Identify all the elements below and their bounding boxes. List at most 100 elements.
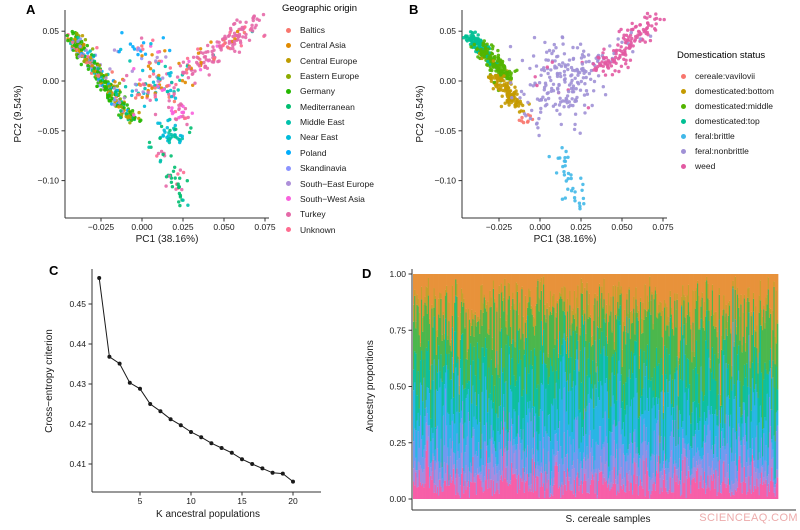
ancestry-bar-segment: [674, 460, 676, 467]
ancestry-bar-segment: [587, 274, 590, 305]
scatter-point: [567, 58, 572, 62]
ancestry-bar-segment: [755, 472, 757, 490]
ancestry-bar-segment: [422, 317, 424, 332]
ancestry-bar-segment: [768, 307, 771, 318]
ancestry-bar-segment: [598, 274, 601, 284]
ancestry-bar-segment: [708, 410, 710, 467]
ancestry-bar-segment: [480, 474, 482, 481]
scatter-point: [489, 79, 494, 84]
ancestry-bar-segment: [537, 384, 539, 451]
ancestry-bar-segment: [564, 457, 567, 473]
ancestry-bar-segment: [541, 384, 544, 411]
ancestry-bar-segment: [700, 299, 702, 307]
ancestry-bar-segment: [687, 274, 690, 285]
ancestry-bar-segment: [735, 478, 738, 492]
ancestry-bar-segment: [744, 351, 747, 378]
ancestry-bar-segment: [576, 475, 578, 478]
ancestry-bar-segment: [669, 436, 672, 458]
ancestry-bar-segment: [697, 283, 699, 374]
ancestry-bar-segment: [552, 405, 554, 450]
scatter-point: [499, 63, 503, 67]
scatter-point: [581, 66, 585, 71]
ancestry-bar-segment: [520, 475, 522, 478]
ancestry-bar-segment: [528, 485, 530, 492]
legend-item: feral:brittle: [681, 130, 735, 142]
ancestry-bar-segment: [626, 293, 628, 300]
ancestry-bar-segment: [686, 478, 689, 499]
ancestry-bar-segment: [666, 459, 668, 481]
cross-entropy-point: [127, 380, 132, 385]
ancestry-bar-segment: [750, 410, 753, 422]
scatter-point: [492, 80, 496, 85]
ancestry-bar-segment: [482, 347, 485, 363]
ancestry-bar-segment: [670, 431, 673, 451]
ancestry-bar-segment: [611, 470, 613, 487]
ancestry-bar-segment: [433, 288, 436, 308]
ancestry-bar-segment: [771, 459, 773, 468]
ancestry-bar-segment: [662, 479, 665, 499]
ancestry-bar-segment: [643, 319, 645, 352]
ancestry-bar-segment: [536, 449, 538, 466]
ancestry-bar-segment: [476, 316, 479, 322]
ancestry-bar-segment: [628, 318, 631, 370]
scatter-point: [108, 67, 112, 71]
ancestry-bar-segment: [630, 310, 633, 324]
ancestry-bar-segment: [690, 475, 692, 485]
scatter-point: [646, 21, 650, 25]
ancestry-bar-segment: [527, 445, 529, 474]
ancestry-bar-segment: [735, 465, 738, 479]
legend-item-label: domesticated:bottom: [695, 86, 774, 96]
scatter-point: [170, 106, 174, 110]
ancestry-bar-segment: [634, 274, 636, 313]
ancestry-bar-segment: [714, 444, 716, 479]
ancestry-bar-segment: [612, 354, 615, 396]
ancestry-bar-segment: [556, 274, 559, 301]
ancestry-bar-segment: [712, 378, 715, 455]
scatter-point: [198, 68, 203, 72]
ancestry-bar-segment: [655, 470, 658, 499]
ancestry-bar-segment: [438, 461, 440, 480]
ancestry-bar-segment: [632, 313, 634, 323]
ancestry-bar-segment: [719, 459, 722, 486]
ancestry-bar-segment: [562, 494, 564, 499]
ancestry-bar-segment: [446, 354, 448, 366]
ancestry-bar-segment: [589, 452, 592, 485]
ancestry-bar-segment: [414, 295, 416, 352]
scatter-point: [547, 48, 552, 53]
scatter-point: [578, 42, 583, 46]
ancestry-bar-segment: [596, 295, 599, 301]
ancestry-bar-segment: [676, 293, 678, 300]
ancestry-bar-segment: [638, 368, 641, 417]
ancestry-bar-segment: [775, 469, 778, 484]
scatter-point: [546, 91, 550, 95]
ancestry-bar-segment: [603, 299, 605, 319]
ancestry-bar-segment: [618, 360, 620, 422]
ancestry-bar-segment: [420, 485, 423, 499]
ancestry-bar-segment: [579, 335, 582, 351]
ancestry-bar-segment: [668, 489, 670, 499]
ancestry-bar-segment: [686, 358, 689, 401]
scatter-point: [491, 87, 495, 91]
ancestry-bar-segment: [673, 335, 675, 408]
ancestry-bar-segment: [515, 449, 518, 470]
ancestry-bar-segment: [504, 421, 506, 449]
ancestry-bar-segment: [554, 339, 556, 346]
ancestry-bar-segment: [717, 461, 720, 477]
ancestry-bar-segment: [492, 430, 495, 445]
ancestry-bar-segment: [690, 493, 692, 499]
ancestry-bar-segment: [710, 475, 713, 499]
scatter-point: [645, 16, 649, 20]
scatter-point: [590, 103, 594, 108]
ancestry-bar-segment: [568, 391, 570, 425]
ancestry-bar-segment: [512, 474, 514, 499]
scatter-point: [156, 61, 161, 66]
scatter-point: [509, 81, 513, 85]
ancestry-bar-segment: [462, 293, 464, 307]
ancestry-bar-segment: [725, 304, 728, 314]
scatter-point: [542, 68, 547, 73]
scatter-point: [217, 44, 222, 48]
ancestry-bar-segment: [571, 490, 574, 499]
ancestry-bar-segment: [702, 401, 705, 442]
ancestry-bar-segment: [464, 328, 466, 389]
ancestry-bar-segment: [727, 274, 730, 303]
